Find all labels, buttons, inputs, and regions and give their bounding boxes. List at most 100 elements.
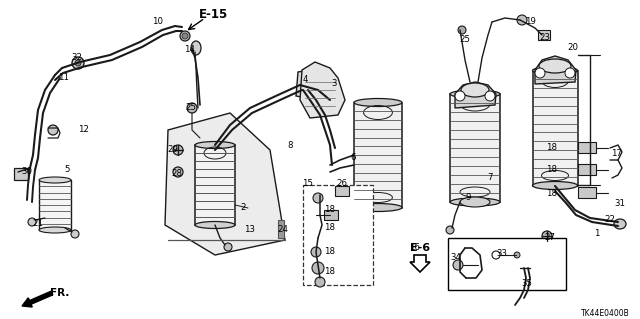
Circle shape (453, 260, 463, 270)
Bar (354, 102, 402, 207)
Text: 26: 26 (337, 179, 348, 188)
Text: 15: 15 (303, 179, 314, 188)
Text: E-6: E-6 (410, 243, 430, 253)
Ellipse shape (39, 177, 71, 183)
Bar (532, 70, 577, 186)
Text: 17: 17 (611, 149, 623, 158)
Text: 33: 33 (497, 249, 508, 258)
Text: 13: 13 (244, 225, 255, 234)
Circle shape (173, 145, 183, 155)
Circle shape (224, 243, 232, 251)
Text: 35: 35 (522, 279, 532, 288)
Circle shape (315, 277, 325, 287)
Bar (578, 142, 596, 153)
Circle shape (315, 85, 323, 93)
Circle shape (311, 247, 321, 257)
Text: 27: 27 (545, 233, 556, 241)
Text: FR.: FR. (51, 288, 70, 298)
Text: 20: 20 (568, 42, 579, 51)
Circle shape (492, 251, 500, 259)
Text: 18: 18 (324, 248, 335, 256)
Text: 29: 29 (168, 145, 179, 153)
Circle shape (302, 75, 310, 83)
Ellipse shape (354, 204, 402, 211)
Text: 18: 18 (547, 189, 557, 197)
Circle shape (72, 57, 84, 69)
FancyArrow shape (22, 291, 52, 307)
Text: 34: 34 (451, 254, 461, 263)
Ellipse shape (450, 90, 500, 98)
Text: 18: 18 (547, 166, 557, 174)
Ellipse shape (461, 83, 489, 97)
Circle shape (173, 167, 183, 177)
Text: 18: 18 (324, 204, 335, 213)
Polygon shape (455, 82, 496, 108)
Text: 7: 7 (487, 174, 493, 182)
Text: 18: 18 (547, 144, 557, 152)
Circle shape (517, 15, 527, 25)
Text: 18: 18 (324, 266, 335, 276)
Text: 24: 24 (278, 226, 289, 234)
Circle shape (75, 60, 81, 66)
Text: 5: 5 (64, 165, 70, 174)
Circle shape (514, 252, 520, 258)
Ellipse shape (539, 59, 571, 73)
Polygon shape (165, 113, 285, 255)
Text: 6: 6 (350, 153, 356, 162)
Text: 8: 8 (287, 140, 292, 150)
Circle shape (542, 231, 552, 241)
Ellipse shape (532, 182, 577, 189)
Ellipse shape (39, 227, 71, 233)
Ellipse shape (460, 197, 490, 207)
Circle shape (485, 91, 495, 101)
Circle shape (458, 26, 466, 34)
Circle shape (28, 218, 36, 226)
Ellipse shape (614, 219, 626, 229)
Ellipse shape (180, 31, 190, 41)
Circle shape (535, 68, 545, 78)
Polygon shape (535, 56, 576, 84)
Text: 25: 25 (186, 103, 196, 113)
Text: 31: 31 (614, 198, 625, 207)
Circle shape (48, 125, 58, 135)
Text: 10: 10 (152, 17, 163, 26)
Bar (578, 164, 596, 175)
Bar (195, 145, 235, 225)
Circle shape (182, 33, 188, 39)
Circle shape (312, 262, 324, 274)
Text: 28: 28 (172, 168, 182, 177)
Polygon shape (410, 255, 430, 272)
Text: 1: 1 (595, 229, 600, 239)
Text: 19: 19 (525, 17, 536, 26)
Bar (335, 186, 349, 196)
Bar (578, 187, 596, 198)
Circle shape (565, 68, 575, 78)
Ellipse shape (532, 66, 577, 75)
Text: 22: 22 (605, 214, 616, 224)
Ellipse shape (450, 198, 500, 206)
Circle shape (71, 230, 79, 238)
Bar (538, 30, 550, 40)
Bar (14, 168, 28, 180)
Text: 2: 2 (240, 203, 246, 211)
Text: 14: 14 (184, 44, 195, 54)
Circle shape (313, 193, 323, 203)
Circle shape (187, 103, 197, 113)
Text: 25: 25 (460, 34, 470, 43)
Text: 21: 21 (33, 219, 44, 228)
Polygon shape (296, 68, 330, 100)
Text: 9: 9 (465, 192, 470, 202)
Ellipse shape (354, 99, 402, 107)
Circle shape (455, 91, 465, 101)
Bar (303, 185, 373, 285)
Text: 18: 18 (324, 224, 335, 233)
Text: 30: 30 (22, 167, 33, 176)
Text: 23: 23 (540, 33, 550, 41)
Text: 16: 16 (410, 243, 420, 253)
Text: TK44E0400B: TK44E0400B (580, 308, 629, 317)
Ellipse shape (191, 41, 201, 55)
Ellipse shape (195, 221, 235, 228)
Text: 12: 12 (79, 125, 90, 135)
Circle shape (446, 226, 454, 234)
Bar (278, 220, 284, 238)
